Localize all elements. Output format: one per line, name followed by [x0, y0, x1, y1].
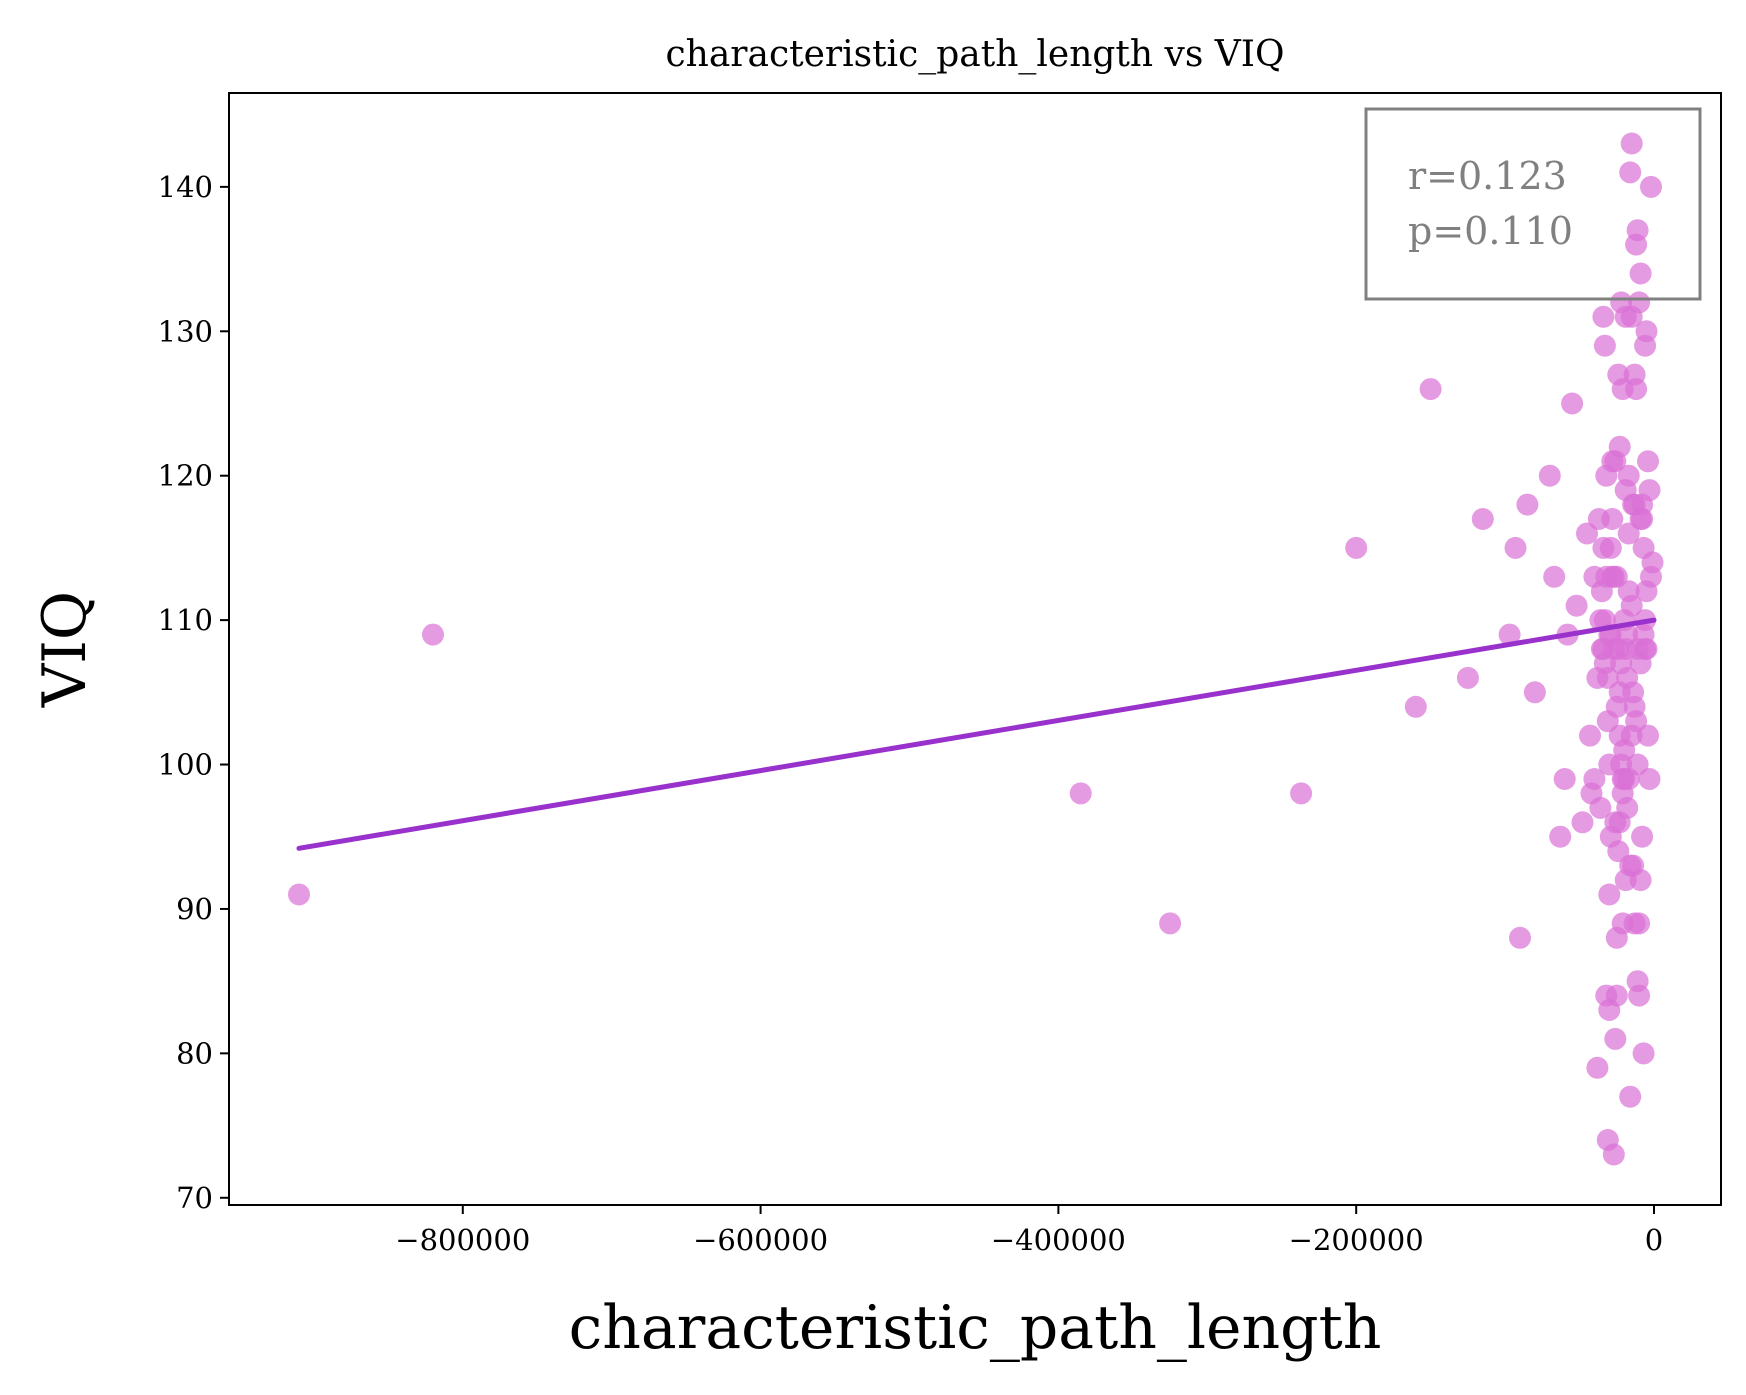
data-point — [1553, 768, 1576, 790]
data-point — [1637, 724, 1659, 747]
data-point — [1620, 594, 1643, 617]
data-point — [1617, 522, 1640, 545]
y-tick-label: 130 — [158, 314, 213, 348]
x-tick-label: −800000 — [395, 1223, 530, 1257]
data-point — [1614, 638, 1637, 660]
stats-annotation: r=0.123 p=0.110 — [1364, 107, 1702, 301]
plot-area-frame — [228, 92, 1722, 1206]
data-point — [1640, 175, 1662, 198]
data-point — [1471, 508, 1494, 530]
data-point — [1625, 233, 1648, 256]
regression-line — [296, 617, 1657, 851]
data-point — [1628, 291, 1651, 314]
data-point — [1631, 825, 1654, 848]
data-point — [1516, 493, 1539, 516]
x-axis-label: characteristic_path_length — [569, 1293, 1382, 1363]
data-point — [1629, 262, 1652, 285]
y-tick-label: 90 — [176, 892, 213, 926]
fit-line-layer — [296, 617, 1657, 851]
data-point — [1629, 869, 1652, 892]
data-point — [1509, 926, 1531, 949]
data-point — [288, 883, 310, 906]
data-point — [1601, 508, 1624, 530]
data-point — [1592, 638, 1615, 660]
y-tick-label: 100 — [158, 748, 213, 782]
data-point — [1628, 984, 1651, 1007]
data-point — [1619, 1085, 1642, 1108]
stats-annotation-border — [1364, 107, 1702, 301]
data-point — [1602, 1143, 1625, 1166]
x-axis: −800000 −600000 −400000 −200000 0 — [395, 1205, 1663, 1257]
data-point — [1586, 1056, 1609, 1079]
x-tick-label: 0 — [1645, 1223, 1663, 1257]
y-tick-label: 140 — [158, 170, 213, 204]
data-point — [1599, 536, 1622, 559]
data-point — [1638, 768, 1661, 790]
stats-r-value: r=0.123 — [1408, 154, 1567, 198]
data-point — [1583, 768, 1606, 790]
data-point — [1598, 883, 1621, 906]
data-point — [1069, 782, 1092, 805]
data-point — [1579, 724, 1601, 747]
data-point — [1632, 1042, 1655, 1065]
data-point — [1619, 161, 1642, 184]
points-layer — [288, 132, 1664, 1166]
data-point — [1404, 695, 1427, 718]
data-point — [1419, 378, 1442, 401]
x-tick-label: −400000 — [991, 1223, 1126, 1257]
data-point — [1498, 623, 1521, 646]
data-point — [1605, 565, 1628, 588]
data-point — [1561, 392, 1584, 415]
data-point — [1549, 825, 1572, 848]
y-tick-label: 80 — [176, 1036, 213, 1070]
data-point — [1605, 984, 1628, 1007]
data-point — [1632, 536, 1655, 559]
data-point — [1623, 912, 1646, 935]
chart-title: characteristic_path_length vs VIQ — [665, 34, 1284, 75]
data-point — [1593, 334, 1616, 357]
y-tick-label: 70 — [176, 1181, 213, 1215]
stats-p-value: p=0.110 — [1408, 209, 1573, 253]
data-point — [1592, 305, 1615, 328]
y-tick-label: 120 — [158, 459, 213, 493]
data-point — [1631, 508, 1654, 530]
data-point — [1345, 536, 1368, 559]
data-point — [1565, 594, 1588, 617]
data-point — [1638, 479, 1661, 502]
data-point — [1576, 522, 1598, 545]
data-point — [1523, 681, 1546, 704]
data-point — [1571, 811, 1594, 834]
y-axis: 70 80 90 100 110 120 130 140 — [158, 170, 229, 1215]
data-point — [1604, 811, 1627, 834]
x-tick-label: −600000 — [693, 1223, 828, 1257]
data-point — [1586, 666, 1609, 689]
data-point — [1601, 450, 1624, 473]
data-point — [1613, 739, 1636, 762]
data-point — [1608, 681, 1631, 704]
x-tick-label: −200000 — [1289, 1223, 1424, 1257]
data-point — [1610, 291, 1633, 314]
data-point — [1626, 753, 1649, 776]
data-point — [1635, 638, 1658, 660]
data-point — [1607, 363, 1630, 386]
data-point — [1611, 768, 1634, 790]
data-point — [422, 623, 444, 646]
data-point — [1538, 464, 1561, 487]
data-point — [1635, 320, 1658, 343]
y-axis-label: VIQ — [30, 591, 100, 708]
data-point — [1637, 450, 1659, 473]
data-point — [1456, 666, 1479, 689]
data-point — [1290, 782, 1313, 805]
data-point — [1159, 912, 1182, 935]
data-point — [1589, 609, 1612, 632]
data-point — [1589, 796, 1612, 819]
data-point — [1620, 132, 1643, 155]
data-point — [1625, 378, 1648, 401]
data-point — [1604, 1027, 1627, 1050]
data-point — [1543, 565, 1566, 588]
y-tick-label: 110 — [158, 603, 213, 637]
data-point — [1504, 536, 1527, 559]
